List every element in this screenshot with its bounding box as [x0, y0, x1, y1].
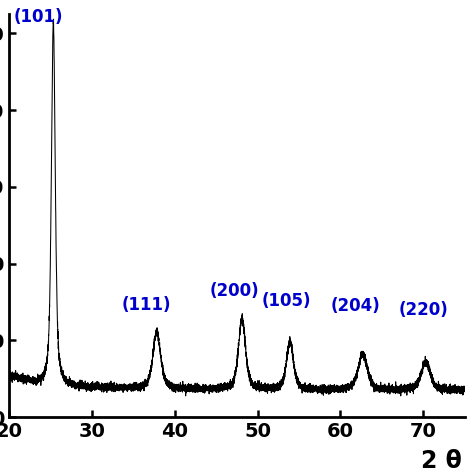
X-axis label: 2 θ: 2 θ [421, 449, 462, 474]
Text: (101): (101) [14, 8, 63, 26]
Text: (204): (204) [330, 298, 380, 315]
Text: (105): (105) [262, 292, 311, 310]
Text: (200): (200) [210, 282, 259, 300]
Text: (220): (220) [398, 301, 448, 319]
Text: (111): (111) [121, 295, 171, 313]
